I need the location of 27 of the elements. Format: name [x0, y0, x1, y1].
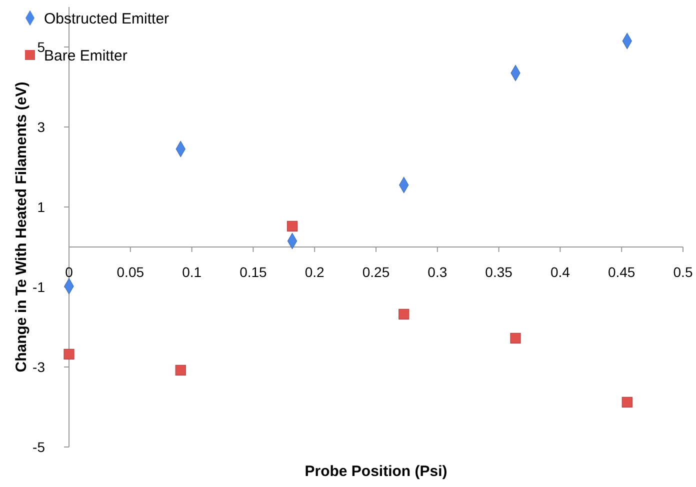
y-axis-title: Change in Te With Heated Filaments (eV) [13, 82, 30, 372]
x-tick-label: 0.25 [362, 264, 390, 280]
point [398, 308, 410, 320]
x-tick-label: 0.05 [116, 264, 144, 280]
y-tick-label: 3 [37, 118, 46, 135]
y-tick-label: -1 [32, 278, 46, 295]
y-tick-label: -3 [32, 358, 46, 375]
x-tick-label: 0.3 [428, 264, 448, 280]
point [286, 220, 298, 232]
point [510, 332, 521, 344]
legend-label: Obstructed Emitter [44, 10, 170, 28]
x-tick-label: 0.15 [240, 264, 268, 280]
x-tick-label: 0.35 [485, 264, 513, 280]
x-tick-label: 0.4 [550, 264, 570, 280]
x-tick-label: 0.5 [673, 264, 693, 280]
y-tick-label: 1 [37, 198, 46, 215]
x-tick-label: 0.1 [182, 264, 202, 280]
x-tick-label: 0.45 [608, 264, 636, 280]
x-tick-label: 0 [65, 264, 74, 280]
y-tick-label: 5 [37, 38, 46, 55]
legend-label: Bare Emitter [44, 47, 128, 64]
point [175, 364, 186, 376]
point [64, 348, 74, 360]
x-axis-title: Probe Position (Psi) [304, 463, 448, 480]
x-tick-label: 0.2 [304, 264, 325, 280]
point [622, 396, 632, 408]
y-tick-label: -5 [32, 438, 46, 455]
